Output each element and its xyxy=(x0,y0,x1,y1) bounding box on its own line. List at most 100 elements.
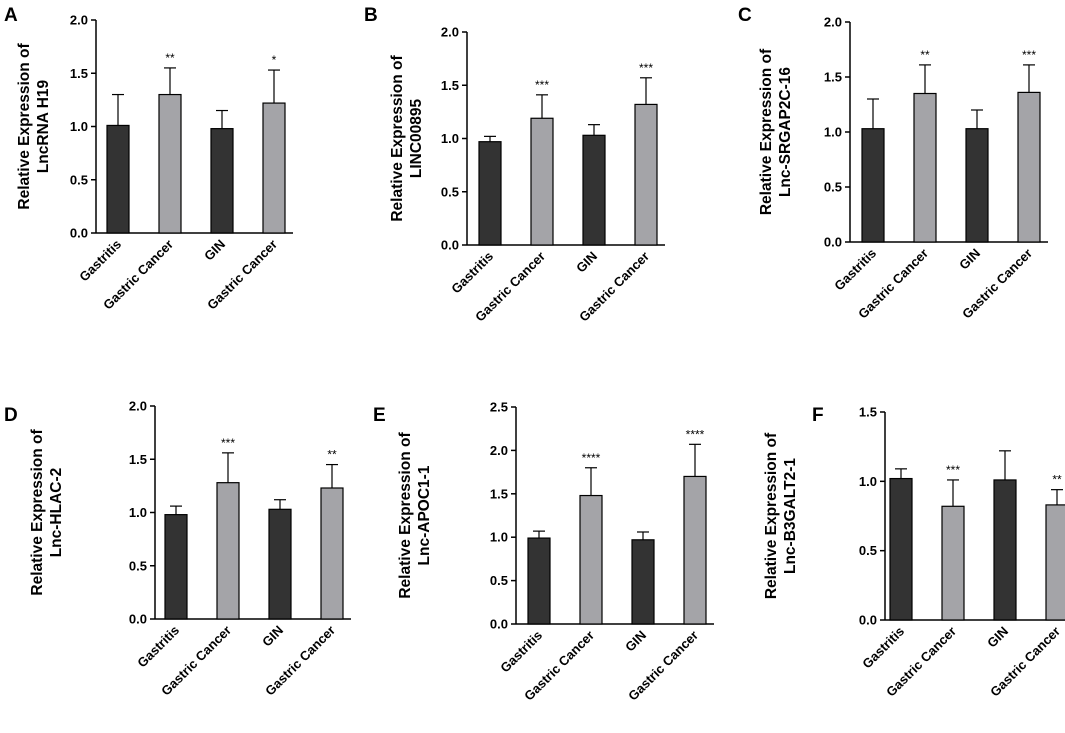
bar xyxy=(861,128,885,243)
bar xyxy=(631,539,655,625)
y-tick-label: 2.0 xyxy=(490,443,508,458)
y-tick-label: 0.0 xyxy=(441,238,459,253)
bar xyxy=(164,514,188,620)
y-tick-label: 0.5 xyxy=(441,184,459,199)
panel-letter: F xyxy=(812,405,824,426)
significance-label: *** xyxy=(535,78,549,92)
chart-panel-e: E 0.0 0.5 1.0 1.5 2.0 2.5 Relative Expression o… xyxy=(373,400,714,704)
x-category-label: GIN xyxy=(622,628,649,655)
x-category-label: GIN xyxy=(259,623,286,650)
y-axis-label-line-1: Relative Expression of xyxy=(29,429,46,596)
bar xyxy=(216,482,240,620)
y-axis-label-line-2: Lnc-SRGAP2C-16 xyxy=(777,67,794,197)
bar xyxy=(993,479,1017,621)
panel-letter: D xyxy=(4,405,18,426)
y-tick-label: 0.5 xyxy=(129,558,147,573)
x-category-label: GIN xyxy=(573,249,600,276)
y-tick-label: 1.0 xyxy=(490,530,508,545)
chart-panel-a: A 0.0 0.5 1.0 1.5 2.0 Relative Expression of Ln… xyxy=(4,5,293,313)
panel-letter: C xyxy=(738,5,752,26)
y-tick-label: 0.5 xyxy=(859,543,877,558)
y-axis-label-line-2: Lnc-APOC1-1 xyxy=(416,465,433,565)
y-tick-label: 0.5 xyxy=(70,172,88,187)
y-axis-label-line-2: Lnc-HLAC-2 xyxy=(48,468,65,558)
x-category-label: GIN xyxy=(956,246,983,273)
y-tick-label: 2.0 xyxy=(824,15,842,30)
y-axis-label-line-1: Relative Expression of xyxy=(16,43,33,210)
y-axis-label-line-1: Relative Expression of xyxy=(758,48,775,215)
y-axis-label-line-2: LINC00895 xyxy=(408,98,425,178)
x-category-label: GIN xyxy=(201,237,228,264)
bar xyxy=(106,124,130,234)
x-category-label: Gastritis xyxy=(497,628,545,676)
y-tick-label: 1.0 xyxy=(129,505,147,520)
y-tick-label: 0.0 xyxy=(859,613,877,628)
y-tick-label: 1.5 xyxy=(441,78,459,93)
panel-letter: E xyxy=(373,405,386,426)
y-tick-label: 0.0 xyxy=(490,617,508,632)
bar xyxy=(965,128,989,243)
bar xyxy=(941,505,965,621)
x-category-label: Gastritis xyxy=(831,246,879,294)
y-tick-label: 1.5 xyxy=(490,486,508,501)
x-category-label: Gastritis xyxy=(859,624,907,672)
bar xyxy=(1045,504,1065,621)
y-axis-label-line-1: Relative Expression of xyxy=(763,432,780,599)
significance-label: **** xyxy=(686,427,705,441)
x-category-label: Gastritis xyxy=(76,237,124,285)
y-tick-label: 1.5 xyxy=(70,66,88,81)
x-category-label: Gastritis xyxy=(448,249,496,297)
y-axis-label-line-1: Relative Expression of xyxy=(389,55,406,222)
bar xyxy=(158,93,182,234)
significance-label: *** xyxy=(946,463,960,477)
bar xyxy=(683,475,707,625)
y-tick-label: 2.0 xyxy=(129,399,147,414)
bar xyxy=(1017,91,1041,243)
bar xyxy=(889,477,913,621)
y-tick-label: 1.0 xyxy=(441,131,459,146)
y-tick-label: 2.5 xyxy=(490,400,508,415)
significance-label: **** xyxy=(582,451,601,465)
significance-label: *** xyxy=(639,61,653,75)
significance-label: *** xyxy=(221,436,235,450)
y-tick-label: 1.5 xyxy=(129,452,147,467)
bar xyxy=(210,128,234,234)
chart-panel-f: F 0.0 0.5 1.0 1.5 Relative Expression of Lnc-B… xyxy=(763,405,1065,700)
bar xyxy=(268,508,292,620)
chart-panel-b: B 0.0 0.5 1.0 1.5 2.0 Relative Expression of LI… xyxy=(364,5,665,325)
chart-panel-c: C 0.0 0.5 1.0 1.5 2.0 Relative Expression of Ln… xyxy=(738,5,1048,322)
bar xyxy=(527,537,551,625)
bar xyxy=(913,92,937,243)
significance-label: *** xyxy=(1022,48,1036,62)
y-tick-label: 1.5 xyxy=(824,70,842,85)
y-tick-label: 1.0 xyxy=(859,474,877,489)
x-category-label: Gastritis xyxy=(134,623,182,671)
y-axis-label-line-1: Relative Expression of xyxy=(397,432,414,599)
y-tick-label: 1.5 xyxy=(859,405,877,420)
y-axis-label-line-2: LncRNA H19 xyxy=(35,79,52,173)
chart-panel-d: D 0.0 0.5 1.0 1.5 2.0 Relative Expression of Ln… xyxy=(4,399,351,699)
bar xyxy=(320,487,344,620)
y-tick-label: 1.0 xyxy=(70,119,88,134)
y-axis-label-line-2: Lnc-B3GALT2-1 xyxy=(782,458,799,574)
y-tick-label: 2.0 xyxy=(441,25,459,40)
significance-label: ** xyxy=(920,48,930,62)
y-tick-label: 0.0 xyxy=(70,226,88,241)
significance-label: ** xyxy=(165,51,175,65)
bar xyxy=(478,141,502,246)
bar xyxy=(582,134,606,246)
y-tick-label: 0.5 xyxy=(490,573,508,588)
bar xyxy=(262,102,286,234)
panel-letter: B xyxy=(364,5,378,26)
y-tick-label: 0.0 xyxy=(824,235,842,250)
significance-label: * xyxy=(272,53,277,67)
y-tick-label: 0.0 xyxy=(129,612,147,627)
y-tick-label: 0.5 xyxy=(824,180,842,195)
y-tick-label: 2.0 xyxy=(70,13,88,28)
significance-label: ** xyxy=(327,448,337,462)
bar xyxy=(530,117,554,246)
y-tick-label: 1.0 xyxy=(824,125,842,140)
significance-label: ** xyxy=(1052,473,1062,487)
x-category-label: GIN xyxy=(984,624,1011,651)
